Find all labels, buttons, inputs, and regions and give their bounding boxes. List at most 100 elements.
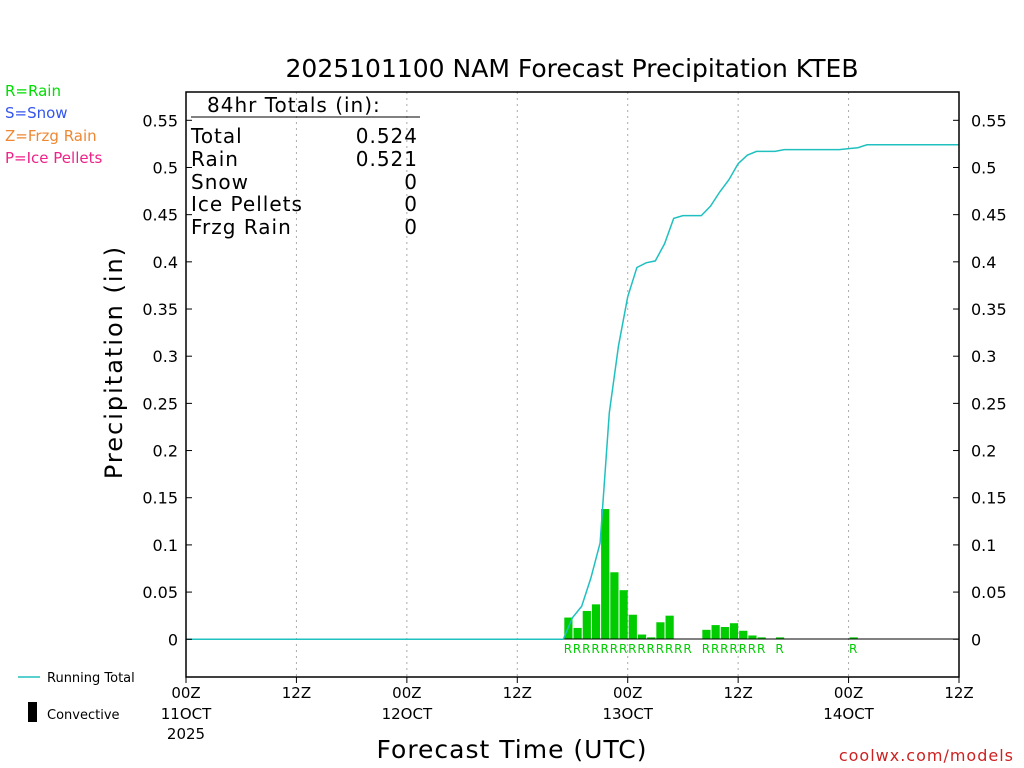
precip-type-marker: R xyxy=(564,642,572,656)
y-tick-label-right: 0.25 xyxy=(971,394,1007,413)
x-tick-date: 13OCT xyxy=(602,705,653,723)
totals-label-frzg-rain: Frzg Rain xyxy=(191,215,292,239)
precip-bar xyxy=(711,625,720,640)
precip-type-marker: R xyxy=(582,642,590,656)
precip-type-marker: R xyxy=(637,642,645,656)
x-tick-date: 11OCT xyxy=(161,705,212,723)
precip-type-marker: R xyxy=(573,642,581,656)
x-tick-time: 12Z xyxy=(503,684,532,702)
y-tick-label-right: 0.15 xyxy=(971,489,1007,508)
y-tick-label-right: 0.2 xyxy=(971,442,996,461)
precip-bar xyxy=(729,623,739,640)
precip-bar xyxy=(656,622,665,640)
x-tick-time: 00Z xyxy=(834,684,863,702)
precip-bar xyxy=(757,637,766,640)
totals-value-rain: 0.521 xyxy=(356,147,418,171)
precip-type-marker: R xyxy=(748,642,756,656)
precip-bar xyxy=(628,614,637,640)
type-legend-snow: S=Snow xyxy=(5,104,68,122)
convective-legend-swatch xyxy=(28,702,37,722)
y-tick-label-left: 0.5 xyxy=(153,158,178,177)
precip-type-marker: R xyxy=(757,642,765,656)
grid-lines xyxy=(295,92,850,677)
precip-type-marker: R xyxy=(674,642,682,656)
x-tick-time: 00Z xyxy=(392,684,421,702)
y-axis-left: 0 0.05 0.1 0.15 0.2 0.25 0.3 0.35 0.4 0.45 0.5 0.55 xyxy=(142,111,192,649)
totals-label-snow: Snow xyxy=(191,170,249,194)
totals-label-ice-pellets: Ice Pellets xyxy=(191,192,303,216)
precip-bar xyxy=(601,509,610,640)
y-tick-label-right: 0 xyxy=(971,630,981,649)
type-legend-frzg-rain: Z=Frzg Rain xyxy=(5,127,97,145)
y-tick-label-right: 0.4 xyxy=(971,253,996,272)
totals-value-frzg-rain: 0 xyxy=(404,215,418,239)
precip-type-marker: R xyxy=(591,642,599,656)
x-tick-time: 00Z xyxy=(613,684,642,702)
precip-type-marker: R xyxy=(683,642,691,656)
y-tick-label-left: 0 xyxy=(168,630,178,649)
precip-bar xyxy=(702,629,711,640)
y-tick-label-left: 0.4 xyxy=(153,253,178,272)
x-axis: 00Z 11OCT 2025 12Z 00Z 12OCT 12Z 00Z 13OCT 12Z 00Z… xyxy=(161,677,974,743)
precip-bar xyxy=(647,637,656,640)
y-tick-label-left: 0.15 xyxy=(142,489,178,508)
running-total-legend-label: Running Total xyxy=(47,671,135,686)
precip-type-marker: R xyxy=(619,642,627,656)
chart-title: 2025101100 NAM Forecast Precipitation KT… xyxy=(286,54,859,83)
x-tick-time: 12Z xyxy=(723,684,752,702)
credit-text: coolwx.com/models xyxy=(839,746,1014,765)
y-tick-label-left: 0.3 xyxy=(153,347,178,366)
x-tick-time: 12Z xyxy=(282,684,311,702)
precip-type-marker: R xyxy=(647,642,655,656)
precip-bar xyxy=(775,637,785,640)
y-tick-label-right: 0.05 xyxy=(971,583,1007,602)
x-axis-title: Forecast Time (UTC) xyxy=(377,735,648,764)
series-legend: Running Total Convective xyxy=(18,671,135,723)
y-tick-label-left: 0.2 xyxy=(153,442,178,461)
totals-value-snow: 0 xyxy=(404,170,418,194)
y-tick-label-left: 0.35 xyxy=(142,300,178,319)
y-tick-label-right: 0.55 xyxy=(971,111,1007,130)
y-tick-label-right: 0.45 xyxy=(971,206,1007,225)
precip-type-marker: R xyxy=(739,642,747,656)
type-legend-rain: R=Rain xyxy=(5,82,61,100)
precip-bar xyxy=(720,626,729,640)
precip-type-marker: R xyxy=(665,642,673,656)
precip-bar xyxy=(849,637,858,640)
x-tick-time: 00Z xyxy=(171,684,200,702)
y-tick-label-left: 0.25 xyxy=(142,394,178,413)
totals-label-rain: Rain xyxy=(191,147,239,171)
plot-frame xyxy=(185,91,960,678)
precip-bar xyxy=(637,634,647,640)
precip-type-marker: R xyxy=(610,642,618,656)
precip-bar xyxy=(739,630,748,640)
totals-value-ice-pellets: 0 xyxy=(404,192,418,216)
x-tick-year: 2025 xyxy=(167,725,205,743)
precip-type-marker: R xyxy=(849,642,857,656)
precip-bar xyxy=(610,572,619,640)
y-tick-label-right: 0.35 xyxy=(971,300,1007,319)
y-tick-label-right: 0.5 xyxy=(971,158,996,177)
x-tick-date: 12OCT xyxy=(382,705,433,723)
convective-legend-label: Convective xyxy=(47,708,120,723)
precip-type-marker: R xyxy=(729,642,737,656)
precip-bar xyxy=(619,590,628,640)
precip-bar xyxy=(591,604,601,640)
running-total-layer xyxy=(186,144,959,641)
y-axis-title: Precipitation (in) xyxy=(100,245,128,479)
x-tick-date: 14OCT xyxy=(823,705,874,723)
precip-type-marker: R xyxy=(656,642,664,656)
totals-label-total: Total xyxy=(190,124,243,148)
precip-type-marker: R xyxy=(702,642,710,656)
y-tick-label-right: 0.1 xyxy=(971,536,996,555)
y-tick-label-left: 0.05 xyxy=(142,583,178,602)
precip-type-marker: R xyxy=(628,642,636,656)
type-legend-ice-pellets: P=Ice Pellets xyxy=(5,149,103,167)
precip-bars xyxy=(564,509,858,640)
precip-type-marker: R xyxy=(720,642,728,656)
y-tick-label-left: 0.45 xyxy=(142,206,178,225)
precip-bar xyxy=(573,627,582,640)
precip-type-marker: R xyxy=(601,642,609,656)
